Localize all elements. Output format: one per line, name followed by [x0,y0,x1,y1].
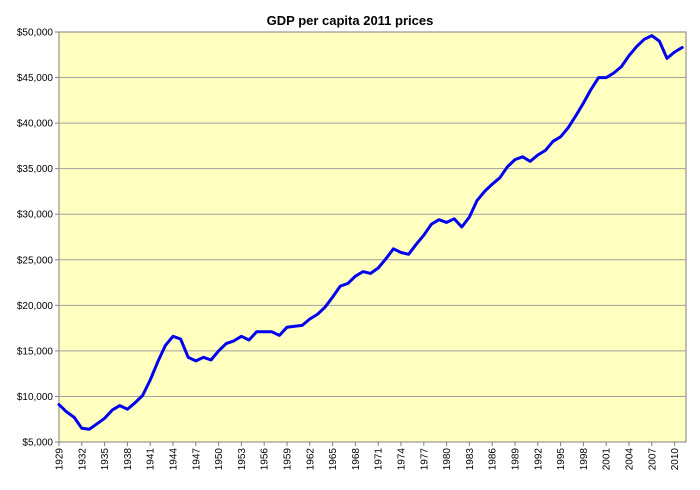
plot-area [58,31,687,443]
y-tick-label: $15,000 [17,346,54,357]
x-tick-label: 1974 [397,448,408,471]
x-tick-label: 1989 [511,448,522,471]
y-axis: $5,000 $10,000 $15,000 $20,000 $25,000 $30,00… [17,28,59,449]
x-tick-label: 1953 [237,448,248,471]
x-tick-label: 1947 [191,448,202,471]
x-tick-label: 2010 [670,448,681,471]
x-tick-label: 1965 [328,448,339,471]
x-tick-label: 1977 [419,448,430,471]
x-tick-label: 1995 [556,448,567,471]
x-axis: 1929 1932 1935 1938 1941 1944 1947 1950 1953 1956… [55,442,681,471]
y-tick-label: $40,000 [17,119,54,130]
y-tick-label: $25,000 [17,255,54,266]
y-tick-label: $35,000 [17,164,54,175]
chart-title: GDP per capita 2011 prices [267,13,434,28]
x-tick-label: 2004 [625,448,636,471]
y-tick-label: $50,000 [17,28,54,39]
x-tick-label: 1986 [488,448,499,471]
x-tick-label: 1962 [305,448,316,471]
y-tick-label: $20,000 [17,301,54,312]
x-tick-label: 1938 [123,448,134,471]
x-tick-label: 1980 [442,448,453,471]
x-tick-label: 1935 [100,448,111,471]
y-tick-label: $30,000 [17,210,54,221]
series-line [57,34,684,431]
x-tick-label: 1998 [579,448,590,471]
series-group [57,34,684,431]
x-tick-label: 1956 [260,448,271,471]
x-tick-label: 1950 [214,448,225,471]
y-tick-label: $10,000 [17,392,54,403]
y-tick-label: $5,000 [22,438,53,449]
x-tick-label: 1983 [465,448,476,471]
x-tick-label: 1992 [533,448,544,471]
x-tick-label: 1944 [169,448,180,471]
x-tick-label: 1971 [374,448,385,471]
x-tick-label: 1932 [77,448,88,471]
x-tick-label: 2001 [602,448,613,471]
y-tick-label: $45,000 [17,73,54,84]
x-tick-label: 1959 [283,448,294,471]
x-tick-label: 1941 [146,448,157,471]
x-tick-label: 2007 [647,448,658,471]
x-tick-label: 1929 [55,448,66,471]
x-tick-label: 1968 [351,448,362,471]
